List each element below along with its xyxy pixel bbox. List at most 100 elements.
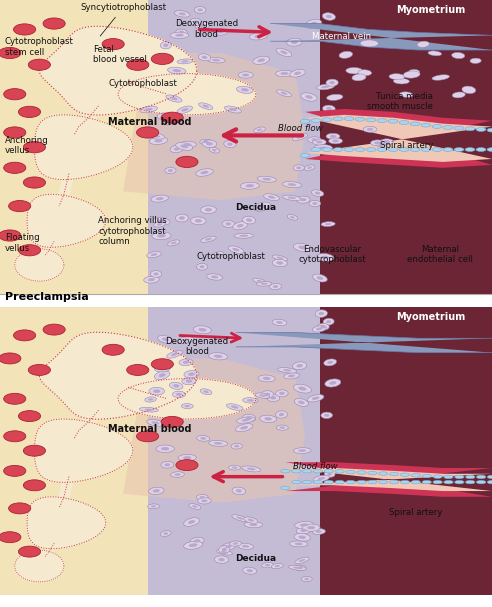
Ellipse shape [167, 350, 183, 358]
Ellipse shape [293, 567, 302, 569]
Ellipse shape [277, 425, 288, 430]
Ellipse shape [149, 137, 168, 144]
Ellipse shape [272, 259, 287, 266]
Ellipse shape [161, 461, 174, 468]
Ellipse shape [178, 455, 196, 461]
Ellipse shape [154, 390, 160, 393]
Ellipse shape [199, 103, 213, 109]
Ellipse shape [265, 393, 270, 396]
Ellipse shape [488, 475, 492, 479]
Ellipse shape [216, 549, 232, 555]
Ellipse shape [188, 520, 195, 524]
Ellipse shape [465, 148, 475, 152]
Ellipse shape [151, 505, 156, 507]
Ellipse shape [388, 120, 398, 123]
Ellipse shape [231, 405, 239, 409]
Ellipse shape [198, 54, 211, 61]
Ellipse shape [212, 252, 224, 258]
Ellipse shape [329, 81, 335, 84]
Text: Anchoring
vellus: Anchoring vellus [5, 136, 49, 155]
Ellipse shape [24, 141, 46, 153]
Ellipse shape [312, 139, 326, 145]
Ellipse shape [212, 149, 216, 152]
Ellipse shape [242, 545, 249, 548]
Ellipse shape [240, 426, 248, 430]
Ellipse shape [179, 216, 185, 220]
Ellipse shape [280, 469, 290, 473]
Ellipse shape [318, 312, 324, 315]
Ellipse shape [444, 480, 453, 484]
Ellipse shape [270, 283, 281, 290]
Ellipse shape [411, 473, 421, 477]
Ellipse shape [231, 443, 243, 449]
Ellipse shape [282, 181, 302, 188]
Ellipse shape [237, 224, 244, 228]
Ellipse shape [390, 472, 399, 476]
Ellipse shape [307, 526, 315, 529]
Polygon shape [118, 379, 256, 419]
Ellipse shape [276, 321, 283, 324]
Polygon shape [285, 468, 492, 491]
Ellipse shape [322, 118, 332, 121]
Ellipse shape [243, 216, 256, 224]
Ellipse shape [243, 398, 258, 403]
Ellipse shape [277, 261, 283, 265]
Ellipse shape [262, 563, 274, 568]
Ellipse shape [253, 205, 266, 211]
Ellipse shape [162, 337, 169, 341]
Ellipse shape [4, 89, 26, 100]
Ellipse shape [249, 523, 257, 526]
Text: Spiral artery: Spiral artery [390, 508, 443, 517]
Ellipse shape [394, 78, 409, 84]
Ellipse shape [410, 122, 420, 126]
Ellipse shape [316, 254, 334, 261]
Ellipse shape [139, 407, 158, 412]
Ellipse shape [465, 127, 475, 131]
Ellipse shape [321, 412, 333, 418]
Ellipse shape [152, 53, 174, 64]
Ellipse shape [24, 177, 46, 188]
Ellipse shape [149, 487, 164, 495]
Text: Maternal vein: Maternal vein [312, 32, 371, 41]
Ellipse shape [316, 141, 322, 143]
Ellipse shape [311, 190, 324, 197]
Ellipse shape [244, 521, 262, 527]
Text: Myometrium: Myometrium [396, 311, 465, 322]
Ellipse shape [301, 93, 317, 101]
Ellipse shape [158, 336, 173, 344]
Polygon shape [305, 115, 492, 162]
Ellipse shape [14, 24, 36, 35]
Ellipse shape [261, 391, 274, 398]
Ellipse shape [0, 47, 21, 59]
Ellipse shape [214, 442, 222, 445]
Ellipse shape [184, 541, 203, 549]
Ellipse shape [160, 531, 171, 537]
Ellipse shape [324, 414, 329, 417]
Ellipse shape [253, 56, 270, 64]
Ellipse shape [443, 148, 453, 152]
Ellipse shape [454, 148, 464, 152]
Ellipse shape [0, 353, 21, 364]
Ellipse shape [190, 18, 202, 26]
Ellipse shape [174, 11, 190, 17]
Ellipse shape [258, 205, 266, 209]
Polygon shape [27, 194, 106, 247]
Ellipse shape [329, 381, 337, 385]
Ellipse shape [443, 126, 453, 129]
Ellipse shape [433, 475, 442, 478]
Ellipse shape [352, 74, 366, 81]
Ellipse shape [170, 382, 183, 390]
Ellipse shape [239, 235, 248, 237]
Ellipse shape [156, 197, 164, 200]
Ellipse shape [201, 500, 208, 502]
Ellipse shape [312, 396, 319, 400]
Text: Decidua: Decidua [235, 203, 277, 212]
Ellipse shape [322, 13, 336, 20]
Ellipse shape [224, 141, 236, 148]
Ellipse shape [316, 327, 322, 330]
Ellipse shape [277, 257, 283, 259]
Ellipse shape [452, 92, 465, 98]
Ellipse shape [344, 148, 354, 152]
Ellipse shape [295, 543, 303, 545]
Ellipse shape [154, 139, 163, 143]
